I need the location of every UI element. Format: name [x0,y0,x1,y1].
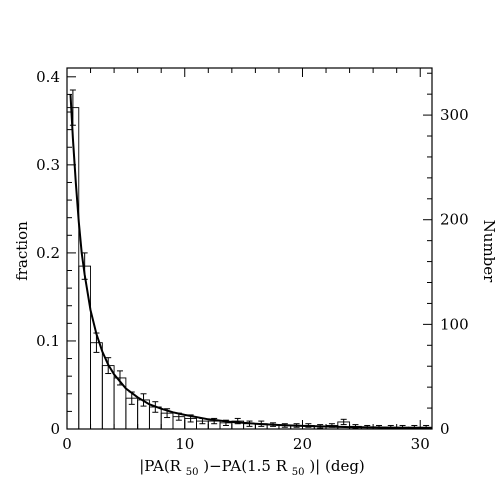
x-tick-label: 30 [411,435,430,453]
y2-tick-label: 100 [440,315,469,333]
histogram-bar [78,265,91,430]
fit-curve [69,94,433,429]
y-tick-label: 0.4 [36,68,60,86]
histogram-bars [66,107,433,430]
histogram-bar [90,342,103,430]
plot-frame [66,67,433,430]
y-axis-label: fraction [13,221,31,281]
x-axis-label-part: )−PA(1.5 R [203,457,287,475]
x-axis-label-part: )| (deg) [309,457,364,475]
x-axis-label: |PA(R 50 )−PA(1.5 R 50 )| (deg) [139,457,365,479]
x-tick-label: 20 [293,435,312,453]
y-tick-label: 0.1 [36,332,60,350]
y-tick-label: 0.2 [36,244,60,262]
y2-tick-label: 0 [440,420,450,438]
x-axis-label-subscript: 50 [292,467,305,478]
x-axis-label-part: |PA(R [139,457,181,475]
y-tick-label: 0.3 [36,156,60,174]
x-tick-label: 0 [62,435,72,453]
histogram-bar [101,365,115,430]
histogram-bar [66,107,80,430]
y2-axis-label: Number [480,220,498,283]
x-axis-label-subscript: 50 [186,467,199,478]
y-tick-label: 0 [50,420,60,438]
y2-tick-label: 200 [440,211,469,229]
y2-tick-label: 300 [440,106,469,124]
x-tick-label: 10 [175,435,194,453]
